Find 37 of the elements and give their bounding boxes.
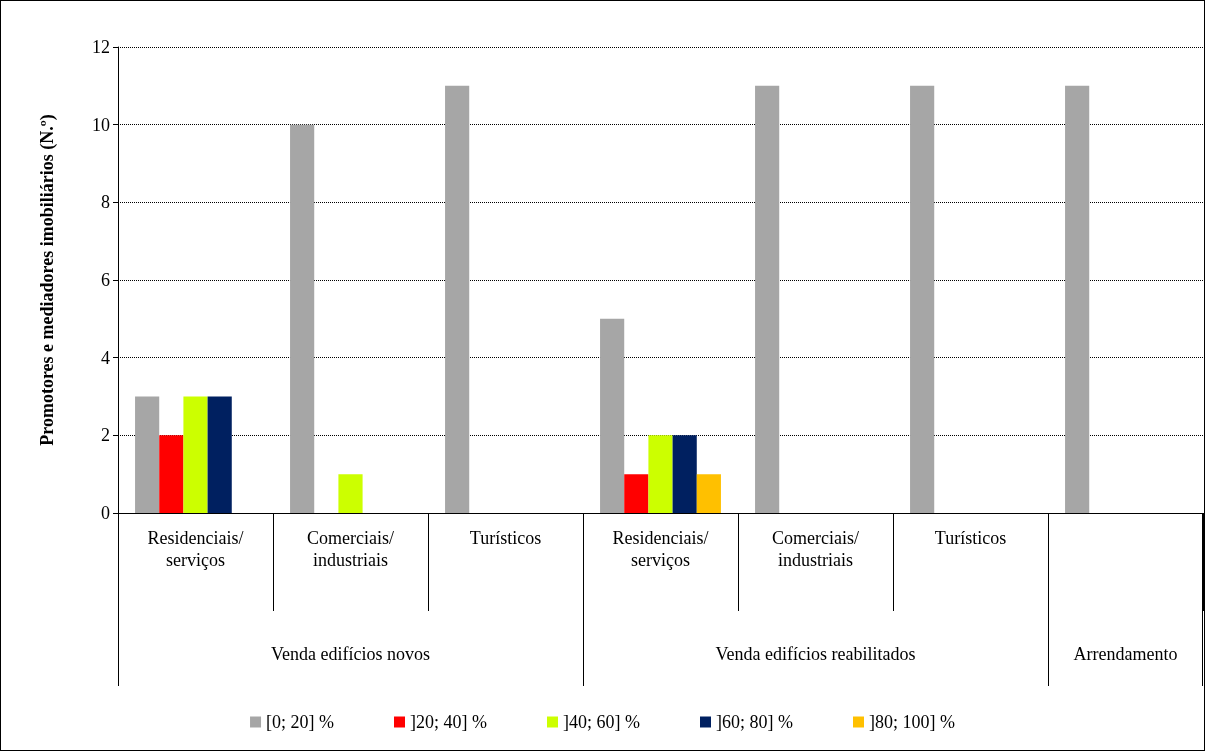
text: Venda edifícios reabilitados <box>714 644 917 665</box>
bar <box>1065 85 1090 513</box>
y-tick-label: 12 <box>92 37 110 57</box>
bar <box>445 85 470 513</box>
text: Venda edifícios novos <box>270 644 431 665</box>
text: Arrendamento <box>1072 644 1179 665</box>
bar <box>600 318 625 513</box>
bar <box>755 85 780 513</box>
bar <box>672 435 697 513</box>
x-tick-label: Comerciais/ industriais <box>772 528 859 570</box>
bar <box>648 435 673 513</box>
bar <box>135 396 160 513</box>
bar <box>207 396 232 513</box>
y-axis-title: Promotores e mediadores imobiliários (N.º) <box>37 114 58 446</box>
bar <box>696 474 721 513</box>
y-tick-label: 6 <box>101 270 110 290</box>
x-tick-label: Residenciais/ serviços <box>612 528 709 570</box>
bar <box>159 435 184 513</box>
y-tick-label: 4 <box>101 347 110 368</box>
legend-label: ]60; 80] % <box>715 712 793 732</box>
x-tick-label: Comerciais/ industriais <box>307 528 394 570</box>
legend-label: ]40; 60] % <box>563 712 640 732</box>
bar <box>183 396 208 513</box>
x-tick-label: Turísticos <box>469 528 542 548</box>
bar <box>290 124 315 513</box>
x-tick-label: Residenciais/ serviços <box>147 528 244 570</box>
legend-label: ]80; 100] % <box>868 712 955 732</box>
y-tick-label: 10 <box>92 114 110 135</box>
bar <box>910 85 935 513</box>
y-tick-label: 8 <box>101 192 110 213</box>
y-tick-label: 0 <box>101 503 110 523</box>
bar <box>624 474 649 513</box>
legend-label: [0; 20] % <box>266 712 335 732</box>
x-tick-label: Turísticos <box>934 528 1007 548</box>
bar <box>338 474 363 513</box>
legend-label: ]20; 40] % <box>410 712 488 732</box>
y-tick-label: 2 <box>101 425 110 446</box>
